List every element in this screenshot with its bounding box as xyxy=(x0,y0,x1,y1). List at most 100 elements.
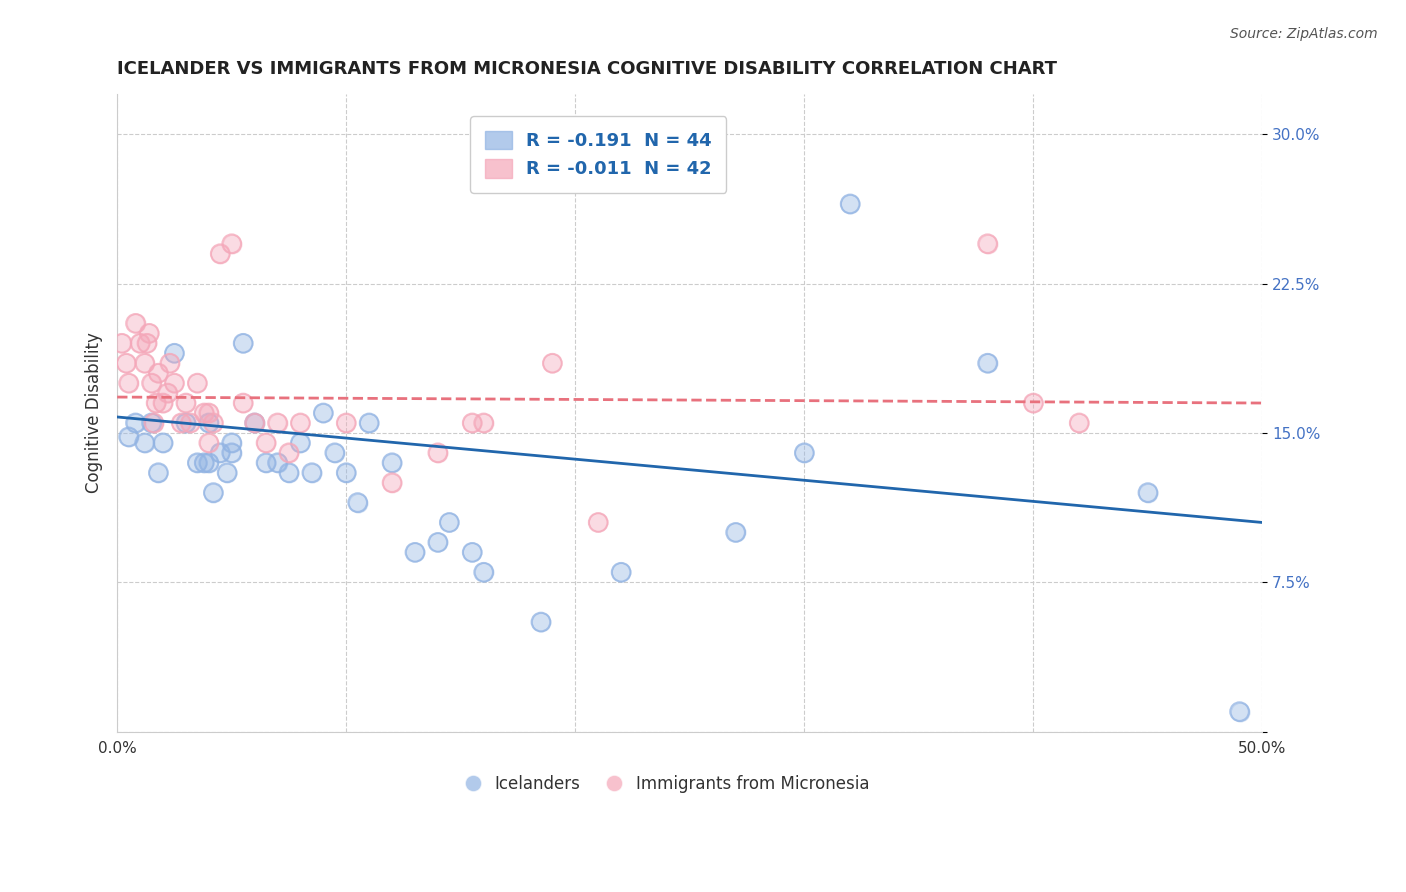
Point xyxy=(111,336,134,351)
Point xyxy=(243,416,266,430)
Legend: Icelanders, Immigrants from Micronesia: Icelanders, Immigrants from Micronesia xyxy=(458,768,876,799)
Point xyxy=(179,416,201,430)
Point xyxy=(301,466,323,480)
Point xyxy=(129,336,152,351)
Point xyxy=(186,376,208,391)
Point xyxy=(381,475,404,490)
Point xyxy=(586,516,609,530)
Point xyxy=(404,545,426,559)
Point xyxy=(290,435,312,450)
Point xyxy=(472,416,495,430)
Point xyxy=(702,157,724,171)
Point xyxy=(124,416,146,430)
Point xyxy=(278,446,301,460)
Point xyxy=(461,416,484,430)
Point xyxy=(221,236,243,251)
Point xyxy=(278,466,301,480)
Point xyxy=(541,356,564,370)
Point xyxy=(839,197,862,211)
Point xyxy=(202,485,225,500)
Point xyxy=(278,466,301,480)
Point xyxy=(202,416,225,430)
Point xyxy=(209,246,232,260)
Point xyxy=(117,430,139,444)
Point xyxy=(124,317,146,331)
Point xyxy=(266,456,288,470)
Point xyxy=(186,456,208,470)
Point xyxy=(232,336,254,351)
Point xyxy=(145,396,167,410)
Point xyxy=(170,416,193,430)
Point xyxy=(186,376,208,391)
Point xyxy=(243,416,266,430)
Point xyxy=(152,396,174,410)
Point xyxy=(148,366,170,380)
Point xyxy=(439,516,461,530)
Point xyxy=(198,416,221,430)
Point xyxy=(346,495,368,509)
Point xyxy=(381,456,404,470)
Point xyxy=(359,416,381,430)
Text: Source: ZipAtlas.com: Source: ZipAtlas.com xyxy=(1230,27,1378,41)
Point xyxy=(163,376,186,391)
Point xyxy=(1229,705,1251,719)
Point xyxy=(217,466,239,480)
Point xyxy=(221,236,243,251)
Point xyxy=(156,386,179,401)
Point xyxy=(232,396,254,410)
Point xyxy=(243,416,266,430)
Point xyxy=(976,236,998,251)
Point xyxy=(254,435,277,450)
Point xyxy=(323,446,346,460)
Point xyxy=(193,406,215,420)
Point xyxy=(124,317,146,331)
Point xyxy=(141,416,163,430)
Text: ICELANDER VS IMMIGRANTS FROM MICRONESIA COGNITIVE DISABILITY CORRELATION CHART: ICELANDER VS IMMIGRANTS FROM MICRONESIA … xyxy=(117,60,1057,78)
Point xyxy=(610,566,633,580)
Point xyxy=(323,446,346,460)
Point xyxy=(301,466,323,480)
Point xyxy=(198,456,221,470)
Point xyxy=(209,446,232,460)
Point xyxy=(426,446,449,460)
Point xyxy=(1136,485,1159,500)
Point xyxy=(404,545,426,559)
Point xyxy=(1069,416,1091,430)
Point xyxy=(117,376,139,391)
Point xyxy=(381,475,404,490)
Point xyxy=(159,356,181,370)
Point xyxy=(198,406,221,420)
Point xyxy=(115,356,138,370)
Point xyxy=(134,435,156,450)
Point xyxy=(145,396,167,410)
Point xyxy=(186,456,208,470)
Point xyxy=(152,396,174,410)
Point xyxy=(1229,705,1251,719)
Point xyxy=(115,356,138,370)
Point xyxy=(198,435,221,450)
Point xyxy=(141,376,163,391)
Point xyxy=(221,446,243,460)
Point xyxy=(461,545,484,559)
Point xyxy=(217,466,239,480)
Point xyxy=(266,416,288,430)
Point xyxy=(232,396,254,410)
Point xyxy=(335,416,357,430)
Point xyxy=(254,456,277,470)
Point xyxy=(724,525,747,540)
Point xyxy=(138,326,160,341)
Point xyxy=(170,416,193,430)
Point xyxy=(232,336,254,351)
Point xyxy=(156,386,179,401)
Point xyxy=(1022,396,1045,410)
Point xyxy=(193,456,215,470)
Point xyxy=(124,416,146,430)
Point xyxy=(426,535,449,549)
Point xyxy=(134,356,156,370)
Point xyxy=(163,346,186,360)
Point xyxy=(174,396,197,410)
Point xyxy=(1022,396,1045,410)
Point xyxy=(472,566,495,580)
Point xyxy=(202,416,225,430)
Point xyxy=(136,336,159,351)
